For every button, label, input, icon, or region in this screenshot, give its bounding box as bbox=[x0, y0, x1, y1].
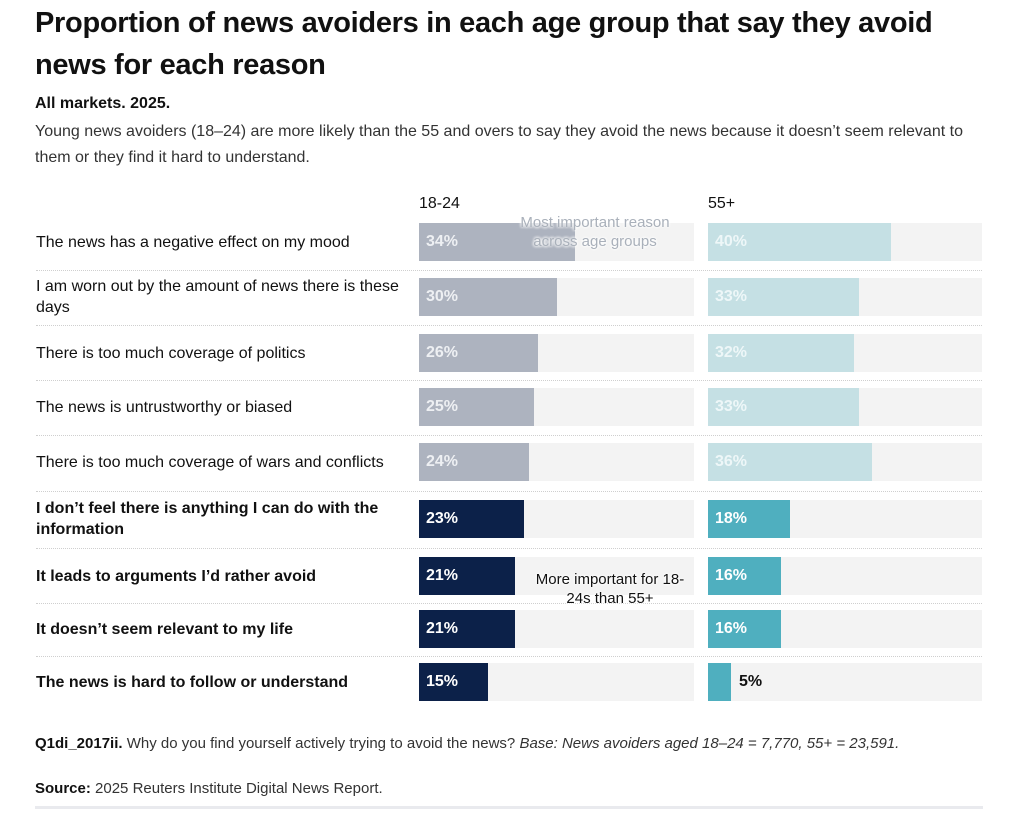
bar-55-plus bbox=[708, 610, 781, 648]
row-label: It doesn’t seem relevant to my life bbox=[36, 620, 293, 638]
bar-track-18-24: 24% bbox=[419, 443, 694, 481]
bar-track-18-24: 30% bbox=[419, 278, 694, 316]
bar-55-plus bbox=[708, 334, 854, 372]
bar-18-24 bbox=[419, 663, 488, 701]
row-divider bbox=[36, 270, 982, 271]
bar-track-55-plus: 32% bbox=[708, 334, 982, 372]
source-note: Source: 2025 Reuters Institute Digital N… bbox=[35, 780, 383, 797]
bar-18-24 bbox=[419, 500, 524, 538]
value-label-18-24: 26% bbox=[426, 344, 459, 361]
bar-55-plus bbox=[708, 223, 891, 261]
row-label: It leads to arguments I’d rather avoid bbox=[36, 567, 317, 585]
row-divider bbox=[36, 491, 982, 492]
base-text: Base: News avoiders aged 18–24 = 7,770, … bbox=[519, 735, 900, 752]
column-header-18-24: 18-24 bbox=[419, 195, 460, 212]
row-label: There is too much coverage of wars and c… bbox=[36, 453, 384, 471]
value-label-55-plus: 5% bbox=[739, 673, 763, 690]
value-label-55-plus: 36% bbox=[715, 453, 748, 470]
value-label-55-plus: 16% bbox=[715, 567, 748, 584]
row-divider bbox=[36, 548, 982, 549]
chart-subtitle: All markets. 2025. bbox=[35, 95, 171, 112]
bar-track-18-24: 15% bbox=[419, 663, 694, 701]
bar-track-55-plus: 40% bbox=[708, 223, 982, 261]
bar-track-18-24: 23% bbox=[419, 500, 694, 538]
footnote: Q1di_2017ii. Why do you find yourself ac… bbox=[35, 733, 975, 754]
bar-18-24 bbox=[419, 388, 534, 426]
bar-track-18-24: 26% bbox=[419, 334, 694, 372]
row-label: The news has a negative effect on my moo… bbox=[36, 233, 350, 251]
source-text: 2025 Reuters Institute Digital News Repo… bbox=[90, 780, 383, 797]
value-label-55-plus: 32% bbox=[715, 344, 748, 361]
annotation-more-important-young: More important for 18-24s than 55+ bbox=[535, 571, 685, 607]
row-label: I am worn out by the amount of news ther… bbox=[36, 278, 399, 316]
bar-55-plus bbox=[708, 663, 731, 701]
bar-track-55-plus: 33% bbox=[708, 388, 982, 426]
question-id: Q1di_2017ii. bbox=[35, 735, 123, 752]
value-label-18-24: 24% bbox=[426, 453, 459, 470]
bar-18-24 bbox=[419, 610, 515, 648]
row-divider bbox=[36, 603, 982, 604]
column-header-55-plus: 55+ bbox=[708, 195, 736, 212]
row-divider bbox=[36, 380, 982, 381]
value-label-55-plus: 16% bbox=[715, 620, 748, 637]
row-divider bbox=[36, 325, 982, 326]
row-label: There is too much coverage of politics bbox=[36, 344, 306, 362]
bar-track-18-24: 21% bbox=[419, 610, 694, 648]
bar-55-plus bbox=[708, 278, 859, 316]
bar-track-18-24: 21% bbox=[419, 557, 694, 595]
bar-18-24 bbox=[419, 334, 538, 372]
bar-55-plus bbox=[708, 557, 781, 595]
bar-18-24 bbox=[419, 278, 557, 316]
annotation-most-important: Most important reason across age groups bbox=[520, 214, 670, 250]
bar-track-18-24: 34% bbox=[419, 223, 694, 261]
chart-description: Young news avoiders (18–24) are more lik… bbox=[35, 123, 963, 166]
bar-55-plus bbox=[708, 388, 859, 426]
value-label-18-24: 15% bbox=[426, 673, 459, 690]
value-label-18-24: 34% bbox=[426, 233, 459, 250]
row-divider bbox=[36, 435, 982, 436]
value-label-55-plus: 33% bbox=[715, 288, 748, 305]
value-label-18-24: 23% bbox=[426, 510, 459, 527]
bar-track-55-plus: 36% bbox=[708, 443, 982, 481]
bar-track-18-24: 25% bbox=[419, 388, 694, 426]
bar-18-24 bbox=[419, 557, 515, 595]
bar-track-55-plus: 5% bbox=[708, 663, 982, 701]
value-label-18-24: 21% bbox=[426, 567, 459, 584]
bar-18-24 bbox=[419, 443, 529, 481]
value-label-55-plus: 40% bbox=[715, 233, 748, 250]
value-label-55-plus: 18% bbox=[715, 510, 748, 527]
value-label-55-plus: 33% bbox=[715, 398, 748, 415]
source-label: Source: bbox=[35, 780, 91, 797]
bar-track-55-plus: 16% bbox=[708, 557, 982, 595]
row-label: The news is hard to follow or understand bbox=[36, 673, 349, 691]
bar-track-55-plus: 33% bbox=[708, 278, 982, 316]
row-divider bbox=[36, 656, 982, 657]
bottom-rule bbox=[35, 806, 983, 809]
question-text: Why do you find yourself actively trying… bbox=[122, 735, 520, 752]
bar-track-55-plus: 16% bbox=[708, 610, 982, 648]
bar-18-24 bbox=[419, 223, 575, 261]
bar-55-plus bbox=[708, 443, 872, 481]
chart-title: Proportion of news avoiders in each age … bbox=[35, 7, 933, 81]
row-label: The news is untrustworthy or biased bbox=[36, 398, 293, 416]
bar-55-plus bbox=[708, 500, 790, 538]
row-label: I don’t feel there is anything I can do … bbox=[36, 500, 379, 538]
value-label-18-24: 21% bbox=[426, 620, 459, 637]
bar-track-55-plus: 18% bbox=[708, 500, 982, 538]
value-label-18-24: 30% bbox=[426, 288, 459, 305]
value-label-18-24: 25% bbox=[426, 398, 459, 415]
